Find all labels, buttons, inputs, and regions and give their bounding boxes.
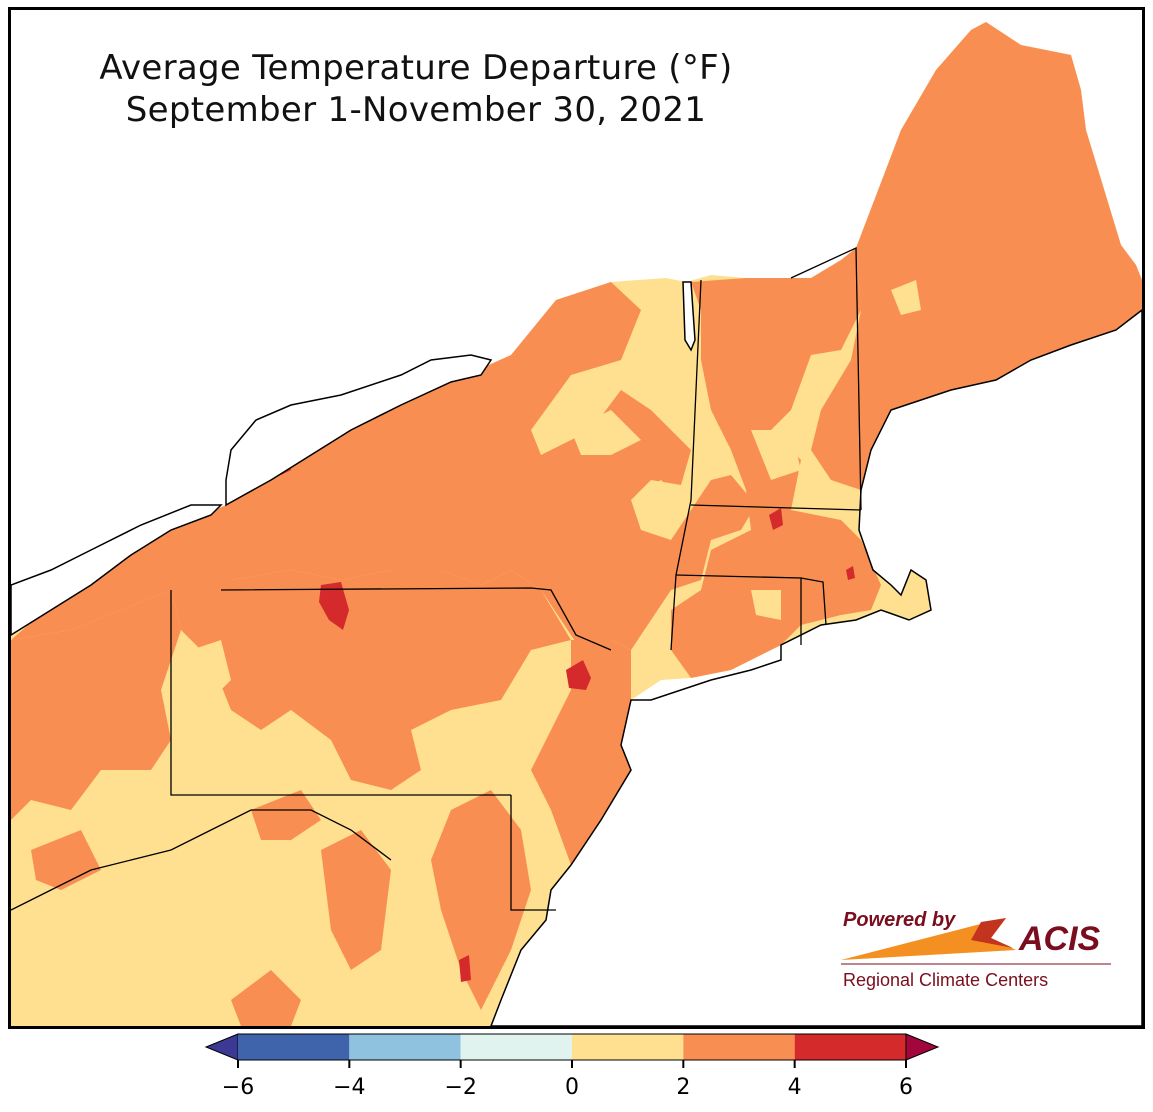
- legend-bin-0: [238, 1034, 350, 1060]
- map-title-line1: Average Temperature Departure (°F): [99, 48, 733, 88]
- legend-tick-label: −4: [333, 1075, 365, 1100]
- red-spot-ri: [846, 566, 855, 580]
- region-va-patch-2: [231, 970, 301, 1026]
- legend-under-arrow: [204, 1033, 239, 1061]
- map-frame: Average Temperature Departure (°F) Septe…: [8, 7, 1145, 1029]
- state-borders: [11, 246, 862, 911]
- legend-tick-label: 6: [899, 1075, 913, 1100]
- red-spot-nj: [566, 660, 591, 690]
- legend-bin-3: [572, 1034, 684, 1060]
- region-pa-west: [11, 590, 181, 820]
- logo-brand: ACIS: [1018, 920, 1101, 958]
- region-nj: [531, 640, 631, 865]
- legend-tick-label: −6: [222, 1075, 254, 1100]
- logo-subtitle: Regional Climate Centers: [843, 970, 1048, 990]
- map-title-line2: September 1-November 30, 2021: [125, 90, 707, 130]
- legend-tick-label: 0: [565, 1075, 579, 1100]
- logo-powered-by: Powered by: [843, 910, 956, 931]
- departure-0-2-patches: [191, 280, 921, 700]
- logo-swoosh: [841, 918, 1016, 960]
- legend-bin-5: [794, 1034, 906, 1060]
- water-bodies: [11, 281, 1142, 1026]
- legend-tick-label: 4: [788, 1075, 802, 1100]
- region-va-patch-1: [321, 830, 391, 970]
- red-spot-md: [459, 955, 471, 982]
- lake-ontario: [225, 354, 493, 507]
- legend-bin-4: [683, 1034, 795, 1060]
- departure-2-4-regions: [11, 22, 1142, 1026]
- region-wv-patch: [31, 830, 101, 890]
- atlantic-ocean: [490, 309, 1142, 1026]
- region-ny-central: [11, 282, 756, 650]
- colorbar-legend: −6 −4 −2 0 2 4 6: [204, 1033, 940, 1100]
- legend-tick-label: −2: [444, 1075, 476, 1100]
- legend-bin-1: [349, 1034, 461, 1060]
- region-pa-north: [171, 570, 571, 790]
- acis-logo[interactable]: Powered by ACIS Regional Climate Centers: [841, 910, 1131, 1000]
- legend-over-arrow: [905, 1033, 940, 1061]
- region-md-east: [431, 790, 531, 1010]
- red-spot-ma: [769, 508, 783, 530]
- region-maine: [811, 22, 1142, 490]
- lake-champlain: [682, 281, 696, 352]
- temperature-departure-map[interactable]: [11, 10, 1142, 1026]
- red-spot-pa: [319, 582, 349, 630]
- legend-bin-2: [460, 1034, 572, 1060]
- legend-tick-label: 2: [676, 1075, 690, 1100]
- lake-erie: [11, 504, 223, 636]
- region-md-west: [251, 790, 321, 840]
